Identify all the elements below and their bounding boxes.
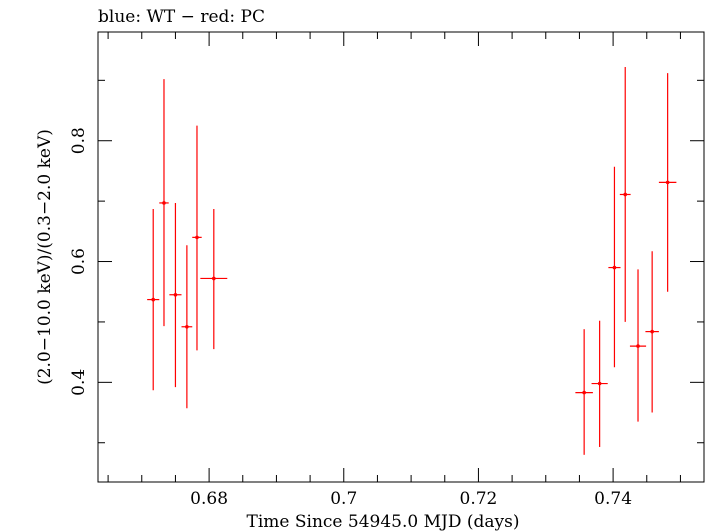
y-tick-label: 0.4 [69, 369, 89, 396]
point-marker [173, 292, 178, 297]
data-point [159, 79, 169, 327]
x-tick-label: 0.74 [594, 489, 632, 509]
point-marker [623, 192, 628, 197]
data-point [619, 67, 631, 322]
data-points [147, 67, 677, 455]
point-marker [612, 265, 617, 270]
data-point [169, 202, 182, 388]
y-tick-label: 0.6 [69, 248, 89, 275]
data-point [200, 208, 228, 350]
point-marker [212, 276, 216, 281]
point-marker [195, 235, 199, 240]
data-point [645, 251, 659, 413]
data-point [629, 269, 647, 422]
data-point [575, 329, 593, 455]
point-marker [582, 390, 586, 395]
point-marker [597, 381, 602, 386]
data-point [147, 208, 160, 391]
x-tick-label: 0.68 [190, 489, 228, 509]
x-tick-labels: 0.68 0.7 0.72 0.74 [190, 489, 632, 509]
data-point [658, 73, 677, 292]
x-tick-label: 0.72 [460, 489, 498, 509]
data-point [608, 166, 621, 368]
axis-ticks [98, 32, 704, 482]
plot-frame [97, 31, 705, 483]
y-tick-labels: 0.4 0.6 0.8 [69, 127, 89, 396]
point-marker [151, 297, 156, 302]
point-marker [636, 344, 640, 348]
x-tick-label: 0.7 [330, 489, 357, 509]
point-marker [185, 324, 189, 329]
data-point [591, 320, 608, 447]
x-axis-label: Time Since 54945.0 MJD (days) [247, 512, 520, 532]
y-tick-label: 0.8 [69, 127, 89, 154]
data-point [192, 125, 202, 351]
point-marker [162, 201, 166, 205]
chart-title: blue: WT − red: PC [98, 7, 265, 27]
data-point [181, 245, 193, 409]
point-marker [665, 180, 670, 185]
point-marker [650, 329, 654, 334]
y-axis-label: (2.0−10.0 keV)/(0.3−2.0 keV) [35, 129, 55, 385]
